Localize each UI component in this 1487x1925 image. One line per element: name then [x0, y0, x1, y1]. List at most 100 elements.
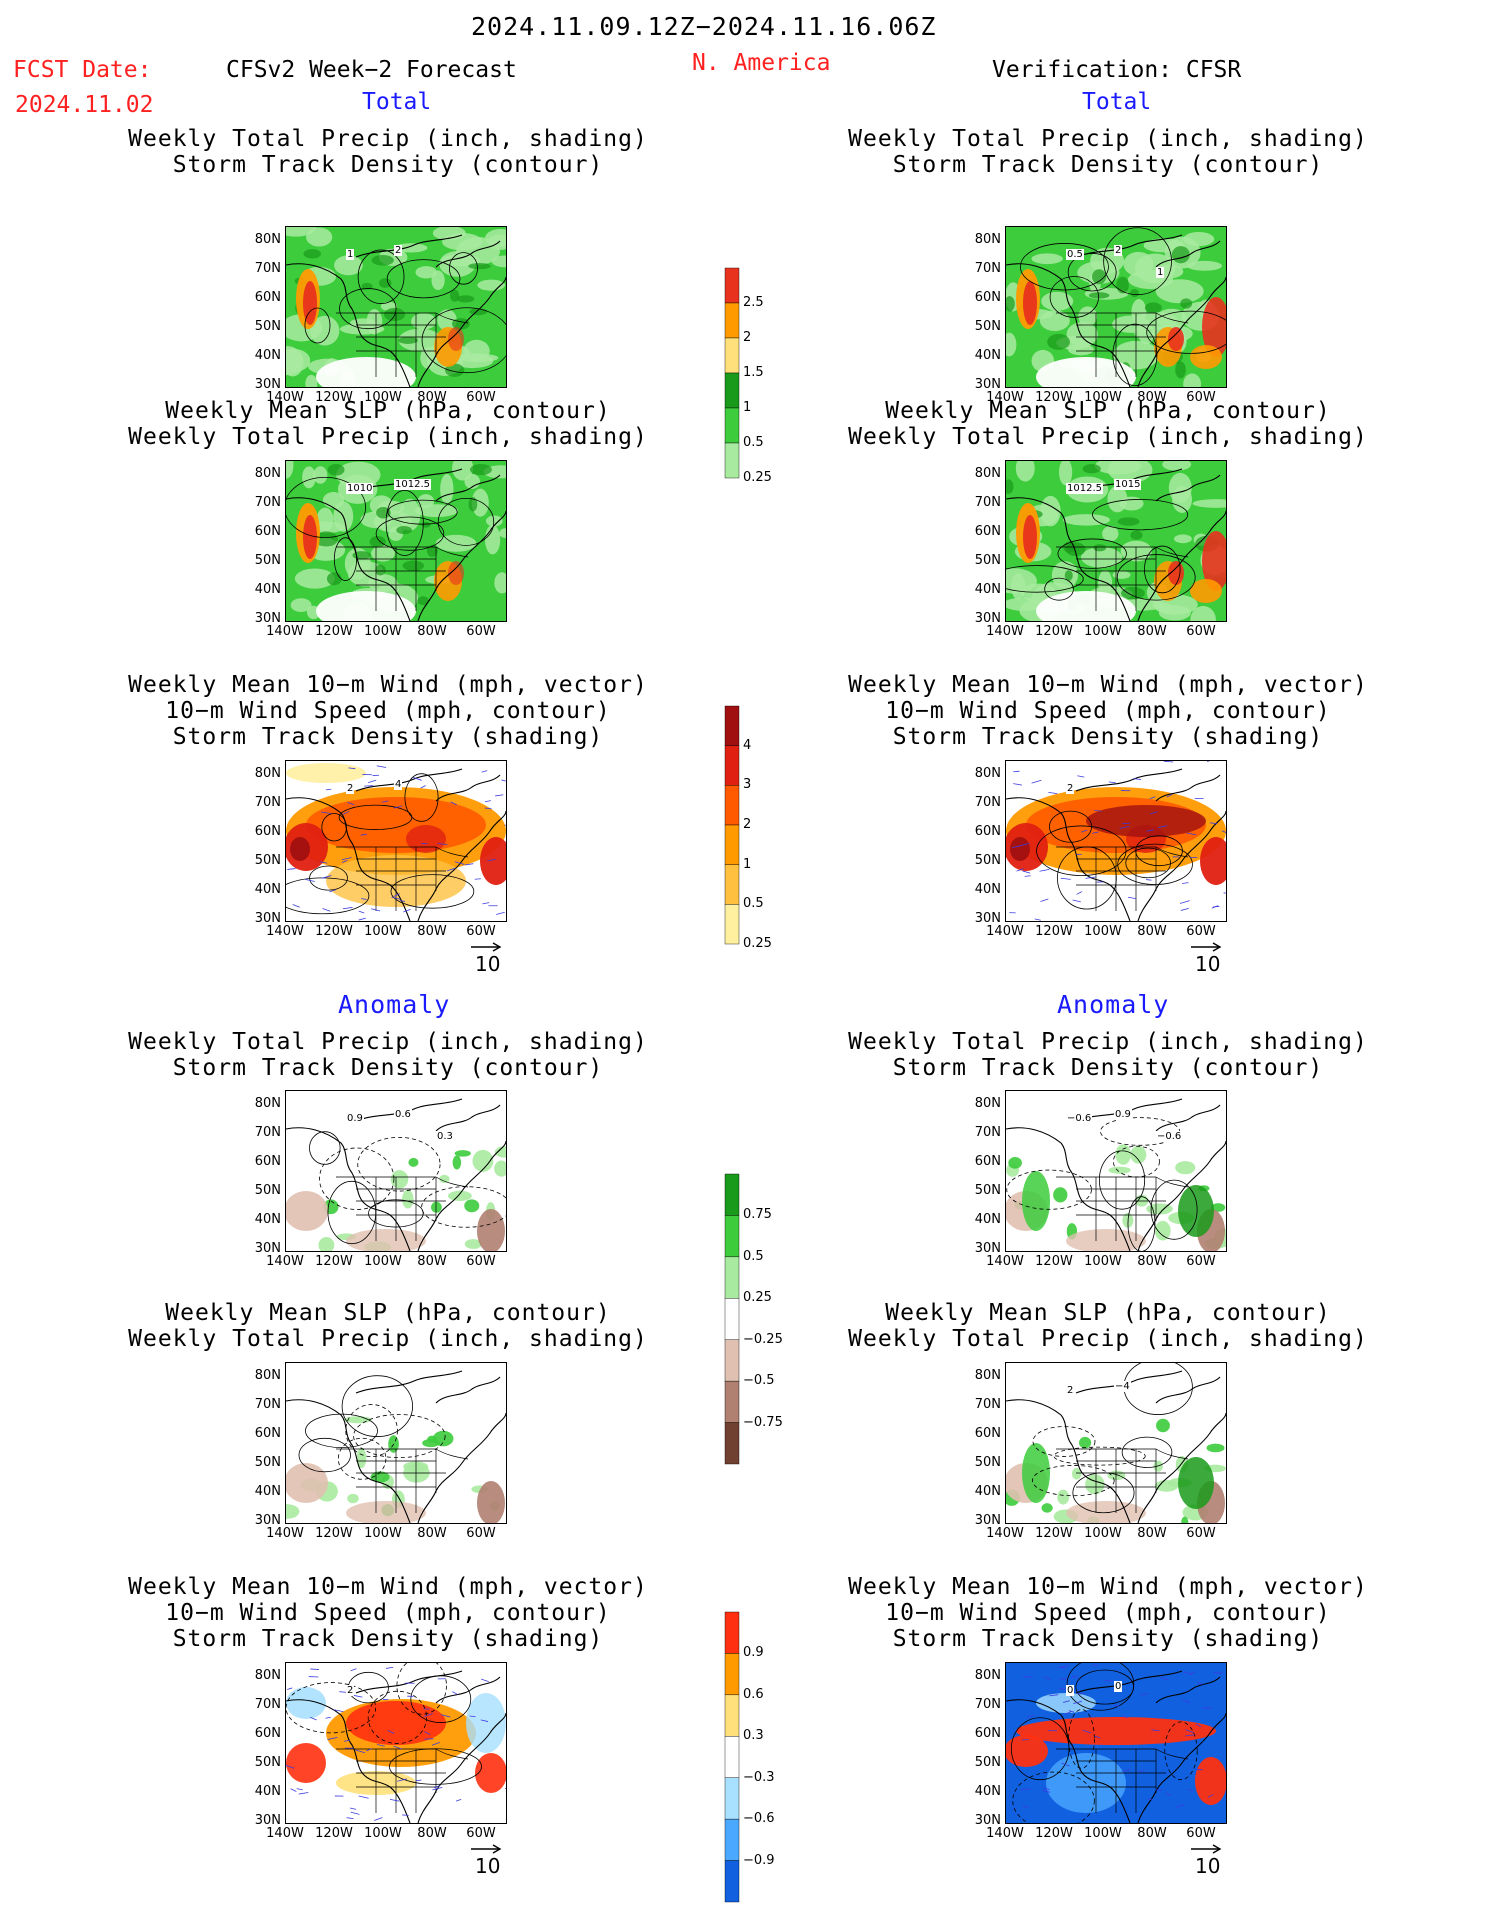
left-map-1-contour-label: 2	[394, 245, 403, 256]
precip_anom-colorbar-segment	[724, 1380, 740, 1423]
left-map-1-lat-label: 80N	[254, 232, 281, 247]
left-map-3-lon-label: 140W	[266, 924, 304, 939]
storm_anom-colorbar-segment	[724, 1860, 740, 1903]
right-map-1-contour-label: 2	[1114, 245, 1123, 256]
right-anomaly-label: Anomaly	[1057, 990, 1170, 1019]
left-map-3-lat-label: 40N	[254, 882, 281, 897]
right-map-5-lon-label: 100W	[1084, 1526, 1122, 1541]
precip_total-colorbar-segment	[724, 337, 740, 374]
left-map-6-lon-label: 60W	[466, 1826, 496, 1841]
left-map-4-lon-label: 100W	[364, 1254, 402, 1269]
right-map-4: −0.6 0.9 −0.6	[1005, 1090, 1227, 1252]
left-map-3-contour-label: 2	[346, 783, 355, 794]
left-panel-3-title-line-1: Weekly Mean 10−m Wind (mph, vector)	[128, 672, 648, 698]
left-map-6-lon-label: 80W	[417, 1826, 447, 1841]
left-map-4-contour-label: 0.9	[346, 1113, 364, 1124]
left-map-2: 1010 1012.5	[285, 460, 507, 622]
right-map-3-lat-label: 40N	[974, 882, 1001, 897]
left-map-1-lon-label: 60W	[466, 390, 496, 405]
left-map-6-lat-label: 50N	[254, 1755, 281, 1770]
right-map-6-lon-label: 100W	[1084, 1826, 1122, 1841]
right-map-2-lon-label: 80W	[1137, 624, 1167, 639]
right-map-5-lon-label: 120W	[1035, 1526, 1073, 1541]
right-map-6-contour-label: 0	[1066, 1685, 1075, 1696]
left-map-4-lon-label: 60W	[466, 1254, 496, 1269]
storm_total-colorbar	[724, 705, 740, 945]
left-map-1-lat-label: 40N	[254, 348, 281, 363]
left-panel-3-title-line-3: Storm Track Density (shading)	[172, 724, 604, 750]
left-map-1-contour-label: 1	[346, 249, 355, 260]
right-map-6-contour-label: 0	[1114, 1681, 1123, 1692]
right-panel-3-title-line-2: 10−m Wind Speed (mph, contour)	[885, 698, 1331, 724]
precip_anom-colorbar-segment	[724, 1298, 740, 1340]
left-panel-2-title-line-2: Weekly Total Precip (inch, shading)	[128, 424, 648, 450]
right-map-1-lat-label: 30N	[974, 377, 1001, 392]
left-map-4-lat-label: 80N	[254, 1096, 281, 1111]
right-map-1-contour-label: 1	[1156, 267, 1165, 278]
left-panel-5-title-line-2: Weekly Total Precip (inch, shading)	[128, 1326, 648, 1352]
left-panel-4-title-line-1: Weekly Total Precip (inch, shading)	[128, 1029, 648, 1055]
left-map-1-lat-label: 60N	[254, 290, 281, 305]
precip_anom-colorbar-label: −0.25	[743, 1331, 783, 1347]
left-map-6-lon-label: 120W	[315, 1826, 353, 1841]
precip_anom-colorbar-segment	[724, 1215, 740, 1258]
right-map-4-contour-label: −0.6	[1156, 1131, 1183, 1142]
storm_anom-colorbar-label: 0.9	[743, 1645, 764, 1661]
storm_total-colorbar-segment	[724, 864, 740, 905]
right-panel-1-title-line-2: Storm Track Density (contour)	[892, 152, 1324, 178]
right-map-6-lat-label: 30N	[974, 1813, 1001, 1828]
right-map-2-lon-label: 60W	[1186, 624, 1216, 639]
right-map-3-contour-label: 2	[1066, 783, 1075, 794]
left-map-4-lat-label: 40N	[254, 1212, 281, 1227]
left-map-5-lat-label: 50N	[254, 1455, 281, 1470]
left-map-4-lon-label: 80W	[417, 1254, 447, 1269]
left-map-2-lon-label: 120W	[315, 624, 353, 639]
left-map-4-lat-label: 70N	[254, 1125, 281, 1140]
storm_total-colorbar-segment	[724, 745, 740, 786]
precip_total-colorbar	[724, 267, 740, 479]
right-panel-2-title-line-1: Weekly Mean SLP (hPa, contour)	[885, 398, 1331, 424]
right-map-6-lat-label: 40N	[974, 1784, 1001, 1799]
left-map-5-lon-label: 120W	[315, 1526, 353, 1541]
left-panel-6-title-line-1: Weekly Mean 10−m Wind (mph, vector)	[128, 1574, 648, 1600]
right-map-1-lon-label: 140W	[986, 390, 1024, 405]
left-panel-1-title-line-1: Weekly Total Precip (inch, shading)	[128, 126, 648, 152]
left-map-3-vector-reference-value: 10	[475, 952, 501, 976]
right-map-1-lat-label: 70N	[974, 261, 1001, 276]
left-map-2-lon-label: 60W	[466, 624, 496, 639]
right-map-4-lon-label: 80W	[1137, 1254, 1167, 1269]
precip_anom-colorbar-segment	[724, 1339, 740, 1382]
storm_total-colorbar-segment	[724, 785, 740, 826]
left-map-2-lat-label: 80N	[254, 466, 281, 481]
right-map-2-lon-label: 100W	[1084, 624, 1122, 639]
right-map-6-lon-label: 60W	[1186, 1826, 1216, 1841]
right-map-6-lon-label: 120W	[1035, 1826, 1073, 1841]
left-map-2-lat-label: 60N	[254, 524, 281, 539]
storm_anom-colorbar-label: 0.3	[743, 1728, 764, 1744]
right-map-5-lon-label: 60W	[1186, 1526, 1216, 1541]
left-map-1-lon-label: 80W	[417, 390, 447, 405]
left-map-4-lon-label: 140W	[266, 1254, 304, 1269]
right-map-1-lat-label: 60N	[974, 290, 1001, 305]
precip_anom-colorbar-segment	[724, 1256, 740, 1299]
precip_anom-colorbar-label: −0.5	[743, 1373, 775, 1389]
storm_anom-colorbar-segment	[724, 1818, 740, 1861]
right-panel-4-title-line-2: Storm Track Density (contour)	[892, 1055, 1324, 1081]
right-map-4-contour-label: −0.6	[1066, 1113, 1093, 1124]
right-map-1-lat-label: 40N	[974, 348, 1001, 363]
fcst-date-label: FCST Date:	[13, 57, 152, 83]
left-map-1-lat-label: 70N	[254, 261, 281, 276]
right-map-4-lat-label: 80N	[974, 1096, 1001, 1111]
left-map-3-lon-label: 120W	[315, 924, 353, 939]
left-panel-6-title-line-3: Storm Track Density (shading)	[172, 1626, 604, 1652]
storm_anom-colorbar-label: −0.3	[743, 1769, 775, 1785]
precip_anom-colorbar-label: −0.75	[743, 1414, 783, 1430]
right-map-2-lat-label: 40N	[974, 582, 1001, 597]
right-map-5-lon-label: 80W	[1137, 1526, 1167, 1541]
precip_total-colorbar-label: 2	[743, 330, 752, 345]
storm_total-colorbar-label: 4	[743, 737, 752, 753]
left-panel-2-title-line-1: Weekly Mean SLP (hPa, contour)	[165, 398, 611, 424]
right-column-title: Verification: CFSR	[992, 57, 1242, 83]
